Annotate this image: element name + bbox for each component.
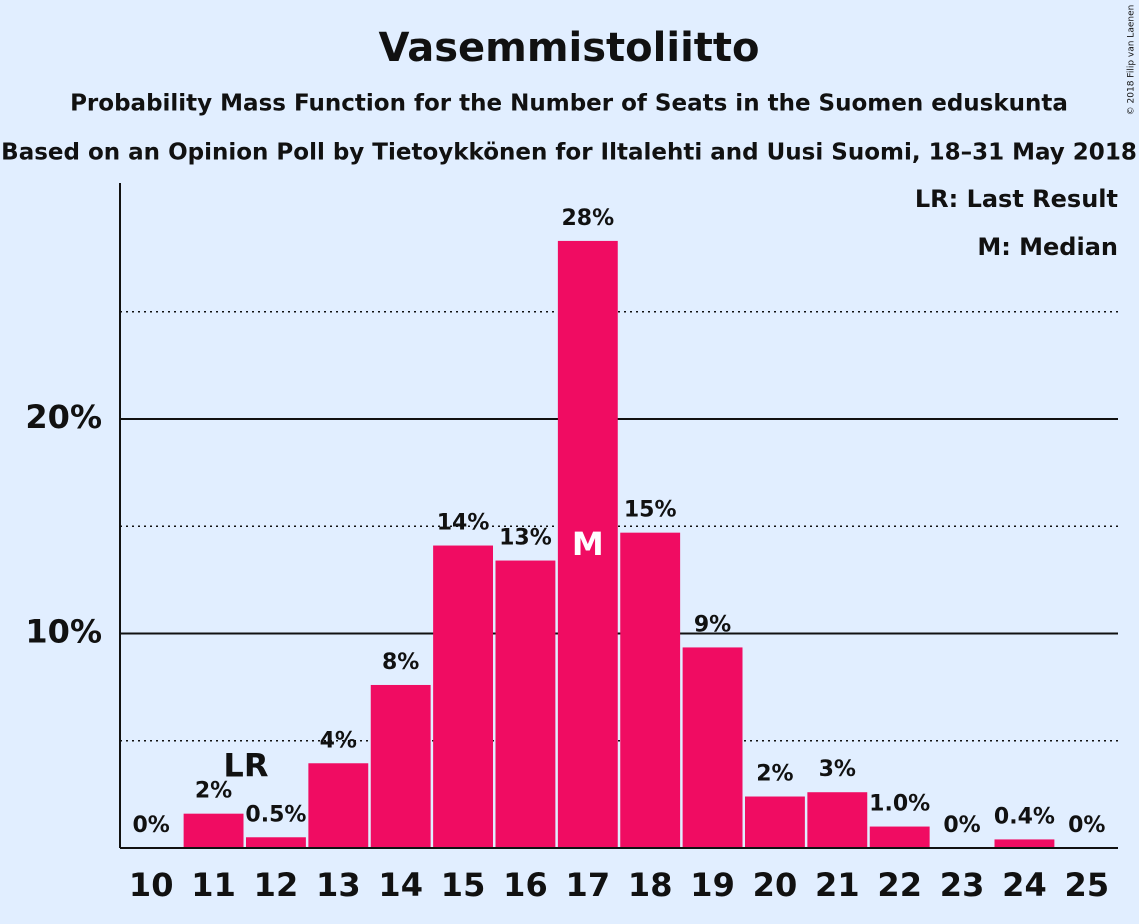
value-label: 0.5% bbox=[245, 802, 306, 827]
x-tick-label: 18 bbox=[628, 866, 673, 904]
bar bbox=[245, 837, 306, 848]
chart-title: Vasemmistoliitto bbox=[378, 25, 759, 71]
value-label: 28% bbox=[561, 206, 614, 231]
last-result-marker: LR bbox=[223, 746, 268, 784]
value-label: 15% bbox=[624, 498, 677, 523]
y-tick-label: 20% bbox=[25, 398, 102, 436]
x-tick-label: 13 bbox=[316, 866, 361, 904]
bar bbox=[308, 763, 369, 848]
x-tick-label: 21 bbox=[815, 866, 860, 904]
x-tick-label: 17 bbox=[566, 866, 611, 904]
x-tick-label: 10 bbox=[129, 866, 174, 904]
bar bbox=[495, 560, 556, 848]
bar bbox=[370, 684, 431, 848]
bar bbox=[620, 532, 681, 848]
bar bbox=[682, 647, 743, 848]
x-tick-label: 14 bbox=[378, 866, 423, 904]
value-label: 4% bbox=[320, 728, 357, 753]
x-tick-label: 22 bbox=[877, 866, 922, 904]
bar bbox=[183, 813, 244, 848]
x-tick-label: 16 bbox=[503, 866, 548, 904]
value-label: 3% bbox=[819, 757, 856, 782]
value-label: 1.0% bbox=[869, 792, 930, 817]
value-label: 13% bbox=[499, 526, 552, 551]
value-label: 8% bbox=[382, 650, 419, 675]
x-tick-label: 20 bbox=[753, 866, 798, 904]
x-tick-label: 23 bbox=[940, 866, 985, 904]
x-tick-label: 19 bbox=[690, 866, 735, 904]
x-tick-label: 15 bbox=[441, 866, 486, 904]
x-tick-label: 25 bbox=[1065, 866, 1110, 904]
value-label: 0.4% bbox=[994, 804, 1055, 829]
value-label: 0% bbox=[943, 813, 980, 838]
value-label: 0% bbox=[1068, 813, 1105, 838]
y-tick-label: 10% bbox=[25, 612, 102, 650]
value-label: 2% bbox=[195, 779, 232, 804]
x-tick-label: 11 bbox=[191, 866, 236, 904]
bar bbox=[807, 792, 868, 848]
bar bbox=[869, 826, 930, 848]
bar bbox=[433, 545, 494, 848]
x-tick-label: 24 bbox=[1002, 866, 1047, 904]
chart-subtitle: Based on an Opinion Poll by Tietoykkönen… bbox=[1, 140, 1137, 166]
copyright: © 2018 Filip van Laenen bbox=[1127, 5, 1137, 116]
chart-subtitle: Probability Mass Function for the Number… bbox=[70, 91, 1068, 117]
bar bbox=[744, 796, 805, 848]
legend-entry: LR: Last Result bbox=[915, 185, 1118, 213]
bar bbox=[557, 240, 618, 848]
median-marker: M bbox=[572, 525, 604, 563]
bar bbox=[994, 839, 1055, 848]
value-label: 0% bbox=[133, 813, 170, 838]
legend-entry: M: Median bbox=[977, 233, 1118, 261]
value-label: 2% bbox=[756, 762, 793, 787]
x-tick-label: 12 bbox=[254, 866, 299, 904]
value-label: 14% bbox=[437, 511, 490, 536]
value-label: 9% bbox=[694, 612, 731, 637]
